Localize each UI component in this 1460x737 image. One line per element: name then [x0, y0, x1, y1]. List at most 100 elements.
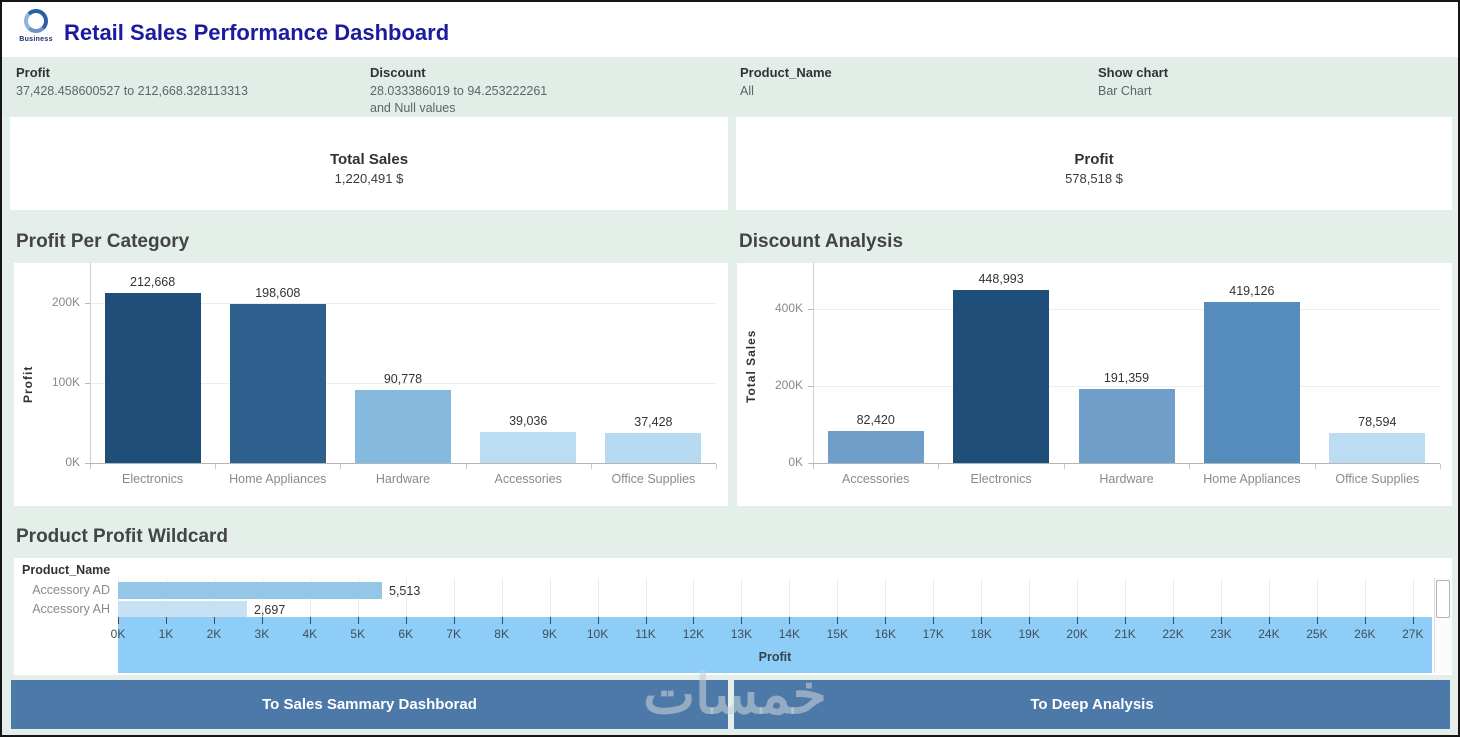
y-axis-line [90, 263, 91, 463]
category-label: Hardware [375, 472, 431, 486]
gridline [90, 383, 716, 384]
x-axis-tick-mark [597, 617, 599, 624]
x-axis-tick-label: 9K [542, 627, 557, 641]
bar-home-appliances[interactable] [229, 304, 326, 463]
y-axis-tick-label: 0K [788, 455, 803, 469]
filter-profit[interactable]: Profit 37,428.458600527 to 212,668.32811… [16, 65, 248, 100]
y-axis-tick-label: 200K [774, 378, 803, 393]
x-axis-tick-mark [933, 617, 935, 624]
filter-show-chart-label: Show chart [1098, 65, 1169, 80]
gridline [741, 578, 743, 617]
x-axis-tick-label: 8K [494, 627, 509, 641]
gridline [1268, 578, 1270, 617]
x-axis-tick-mark [1412, 617, 1414, 624]
category-divider-tick [1063, 464, 1065, 469]
profit-per-category-chart: Profit 0K 100K 200K 212,668 Electronics 198,60… [14, 263, 728, 506]
row-label: Accessory AH [32, 602, 110, 616]
x-axis-tick-mark [1077, 617, 1079, 624]
bar-office-supplies[interactable] [1329, 433, 1426, 463]
x-axis-tick-mark [453, 617, 455, 624]
y-axis-tick-mark [808, 309, 813, 311]
x-axis-tick-mark [405, 617, 407, 624]
gridline [813, 309, 1440, 311]
x-axis-tick-label: 20K [1066, 627, 1088, 641]
x-axis-tick-label: 10K [586, 627, 609, 641]
gridline [597, 578, 599, 617]
gridline [501, 578, 503, 617]
x-axis-tick-label: 22K [1162, 627, 1184, 641]
filter-product-name[interactable]: Product_Name All [740, 65, 832, 100]
kpi-total-sales: Total Sales 1,220,491 $ [10, 117, 728, 210]
to-sales-summary-dashboard-button[interactable]: To Sales Sammary Dashborad [11, 680, 728, 729]
x-axis-tick-label: 26K [1354, 627, 1376, 641]
bar-hardware[interactable] [355, 390, 451, 463]
bar-hardware[interactable] [1078, 389, 1175, 463]
kpi-total-sales-value: 1,220,491 $ [334, 171, 404, 186]
kpi-total-sales-title: Total Sales [329, 151, 409, 168]
gridline [1125, 578, 1127, 617]
x-axis-tick-label: 7K [446, 627, 462, 641]
x-axis-tick-label: 19K [1018, 627, 1040, 641]
gridline [1173, 578, 1175, 617]
bar-accessories[interactable] [827, 431, 924, 463]
category-divider-tick [215, 464, 217, 469]
category-label: Home Appliances [229, 472, 327, 486]
x-axis-tick-mark [501, 617, 503, 624]
bar-accessory-ah[interactable] [118, 601, 247, 618]
filter-discount[interactable]: Discount 28.033386019 to 94.253222261 an… [370, 65, 547, 117]
category-label: Hardware [1099, 472, 1154, 486]
page-title: Retail Sales Performance Dashboard [64, 20, 450, 45]
vertical-scrollbar[interactable] [1434, 578, 1452, 673]
gridline [453, 578, 455, 617]
gridline [1364, 578, 1366, 617]
filter-profit-label: Profit [16, 65, 50, 80]
column-header: Product_Name [22, 563, 111, 577]
x-axis-tick-label: 16K [874, 627, 896, 641]
scrollbar-thumb[interactable] [1436, 580, 1450, 618]
x-axis-tick-label: 14K [778, 627, 801, 641]
bar-accessory-ad[interactable] [118, 582, 382, 599]
section-title-product-profit-wildcard: Product Profit Wildcard [16, 526, 229, 547]
x-axis-tick-mark [118, 617, 119, 624]
filter-show-chart[interactable]: Show chart Bar Chart [1098, 65, 1168, 100]
bar-home-appliances[interactable] [1203, 302, 1300, 463]
to-deep-analysis-button[interactable]: To Deep Analysis [734, 680, 1450, 729]
x-axis-tick-mark [1268, 617, 1270, 624]
gridline [813, 386, 1440, 388]
y-axis-tick-mark [808, 463, 813, 464]
bar-value-label: 37,428 [634, 415, 673, 429]
bar-electronics[interactable] [953, 290, 1050, 463]
filter-show-chart-value: Bar Chart [1098, 84, 1152, 98]
filter-discount-value: 28.033386019 to 94.253222261 [370, 84, 548, 98]
y-axis-tick-label: 200K [51, 295, 80, 309]
x-axis-tick-mark [1220, 617, 1222, 624]
bar-accessories[interactable] [480, 432, 577, 463]
gridline [1220, 578, 1222, 617]
category-divider-tick [590, 464, 592, 469]
x-axis-tick-label: 24K [1258, 627, 1280, 641]
category-label: Office Supplies [611, 472, 696, 486]
bar-value-label: 82,420 [856, 413, 895, 427]
gridline [549, 578, 551, 617]
y-axis-title: Total Sales [744, 329, 758, 403]
x-axis-tick-mark [309, 617, 311, 624]
y-axis-tick-mark [85, 463, 90, 464]
gridline [885, 578, 887, 617]
bar-value-label: 78,594 [1358, 415, 1397, 429]
bar-office-supplies[interactable] [605, 433, 702, 463]
bar-electronics[interactable] [104, 293, 201, 463]
category-label: Accessories [494, 472, 562, 486]
business-logo: Business [16, 9, 56, 51]
x-axis-band[interactable]: 0K 1K 2K 3K 4K 5K 6K 7K 8K 9K 10K 11K 12K 13K 14K 15K 16… [111, 617, 1432, 673]
gridline [405, 578, 407, 617]
x-axis-tick-mark [981, 617, 983, 624]
bar-value-label: 191,359 [1103, 371, 1150, 385]
section-title-profit-per-category: Profit Per Category [16, 231, 190, 252]
filter-product-name-value: All [740, 84, 754, 98]
x-axis-tick-mark [165, 617, 167, 624]
x-axis-tick-mark [693, 617, 695, 624]
header: Business Retail Sales Performance Dashbo… [2, 2, 1458, 57]
kpi-profit-value: 578,518 $ [1065, 171, 1123, 186]
x-axis-tick-mark [549, 617, 551, 624]
gridline [1077, 578, 1079, 617]
